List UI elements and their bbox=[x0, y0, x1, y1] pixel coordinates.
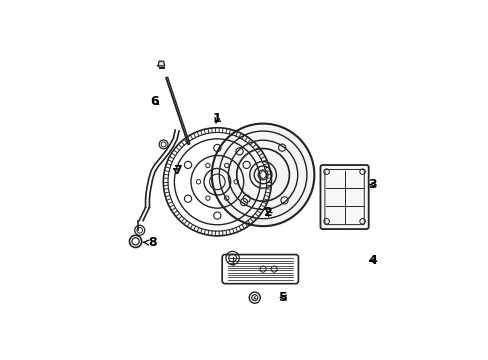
Text: 6: 6 bbox=[150, 95, 159, 108]
FancyBboxPatch shape bbox=[320, 165, 368, 229]
Text: 5: 5 bbox=[278, 291, 287, 304]
Text: 4: 4 bbox=[367, 254, 376, 267]
Polygon shape bbox=[158, 61, 164, 66]
Text: 3: 3 bbox=[367, 178, 376, 191]
Text: 8: 8 bbox=[143, 236, 157, 249]
Circle shape bbox=[211, 123, 314, 226]
Text: 2: 2 bbox=[264, 206, 272, 219]
Text: 1: 1 bbox=[213, 112, 221, 125]
Text: 7: 7 bbox=[172, 164, 181, 177]
